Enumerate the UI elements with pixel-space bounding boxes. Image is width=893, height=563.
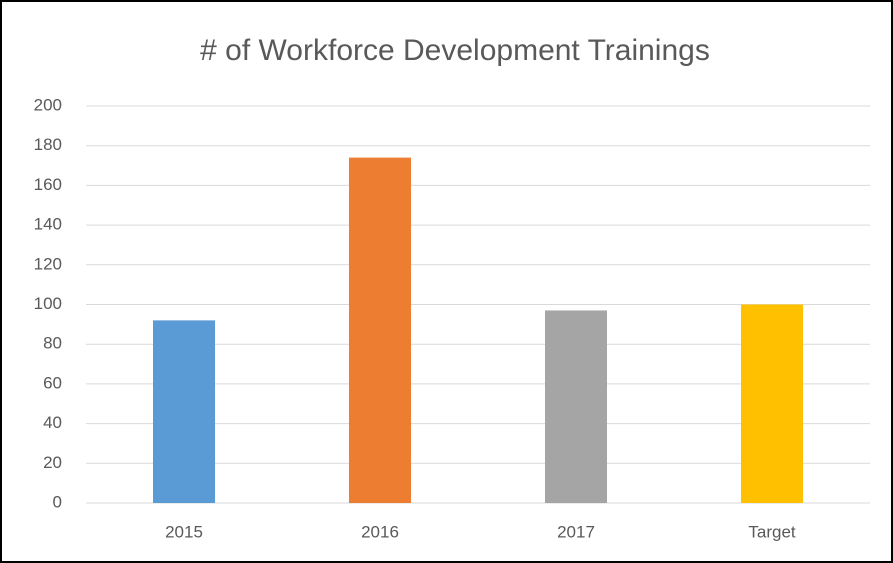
chart-title: # of Workforce Development Trainings (200, 34, 710, 67)
bar (741, 304, 803, 503)
y-tick-label: 200 (34, 95, 62, 114)
y-tick-label: 100 (34, 294, 62, 313)
bar (545, 310, 607, 503)
y-tick-label: 80 (43, 334, 62, 353)
y-tick-label: 20 (43, 453, 62, 472)
bar (349, 157, 411, 504)
x-tick-label: 2017 (557, 522, 595, 541)
y-tick-label: 180 (34, 135, 62, 154)
bar (153, 320, 215, 503)
x-tick-label: Target (748, 522, 796, 541)
y-tick-label: 120 (34, 254, 62, 273)
y-tick-label: 160 (34, 175, 62, 194)
x-tick-label: 2016 (361, 522, 399, 541)
y-tick-label: 0 (53, 492, 62, 511)
y-tick-label: 140 (34, 215, 62, 234)
y-tick-label: 40 (43, 413, 62, 432)
x-tick-label: 2015 (165, 522, 203, 541)
y-tick-label: 60 (43, 373, 62, 392)
